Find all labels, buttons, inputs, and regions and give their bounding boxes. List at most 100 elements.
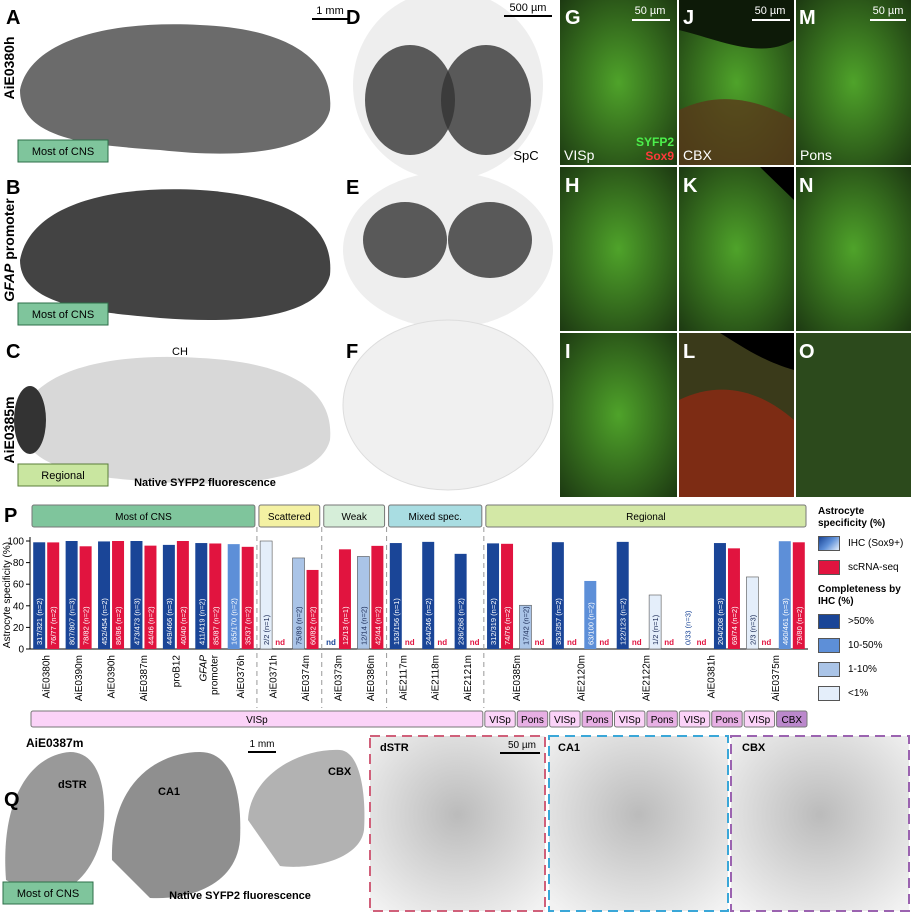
bar (501, 543, 514, 649)
region-label: Pons (651, 715, 674, 726)
region-label: Pons (586, 715, 609, 726)
bar (778, 541, 791, 649)
legend-item: IHC (Sox9+) (818, 536, 910, 551)
panel-letter: H (565, 175, 579, 197)
x-tick-label: AiE0375m (771, 655, 782, 701)
group-box (388, 504, 483, 528)
bar (338, 549, 351, 649)
bar (209, 543, 222, 649)
y-tick-label: 80 (13, 558, 25, 569)
bar (112, 541, 125, 649)
region-box (776, 710, 808, 728)
region-box (516, 710, 549, 728)
row-label: AiE0385m (1, 397, 17, 464)
panel-letter: I (565, 341, 571, 363)
bar (584, 580, 597, 649)
brain-images (14, 24, 331, 484)
nd-label: nd (632, 638, 642, 647)
region-box (549, 710, 581, 728)
region-box (614, 710, 646, 728)
panel-letter: F (346, 341, 358, 363)
bar (487, 543, 500, 649)
value-label: 460/461 (n=3) (781, 598, 790, 645)
value-label: 244/246 (n=2) (424, 598, 433, 645)
bar (227, 544, 240, 649)
y-axis-label: Astrocyte specificity (%) (2, 542, 13, 648)
x-tick-label: proB12 (171, 655, 182, 688)
region-label: dSTR (380, 742, 409, 754)
group-box (323, 504, 386, 528)
x-tick-label: AiE0385m (512, 655, 523, 701)
y-tick-label: 0 (18, 645, 24, 656)
tag: Most of CNS (17, 888, 79, 900)
legend-swatch (818, 638, 840, 653)
value-label: 79/80 (n=2) (795, 606, 804, 645)
region-label: dSTR (58, 779, 87, 791)
panel-letter: L (683, 341, 695, 363)
value-label: 411/419 (n=2) (197, 598, 206, 645)
region-label: CBX (328, 766, 352, 778)
bar (144, 545, 157, 649)
panel-letter: B (6, 177, 20, 199)
x-tick-label: AiE0371h (269, 655, 280, 698)
x-tick-label: AiE2122m (641, 655, 652, 701)
y-tick-label: 40 (13, 601, 25, 612)
scale-label: 50 µm (755, 5, 786, 17)
bar (616, 541, 629, 649)
nd-label: nd (437, 638, 447, 647)
legend: Astrocyte specificity (%) IHC (Sox9+) sc… (818, 506, 910, 710)
legend-item: scRNA-seq (818, 560, 910, 575)
bar (292, 557, 305, 650)
y-tick-label: 20 (13, 623, 25, 634)
region-label: VISp (619, 715, 641, 726)
legend-title: Completeness by IHC (%) (818, 584, 901, 607)
region-label: VISp (554, 715, 576, 726)
genotype: AiE0387m (26, 736, 83, 750)
nd-label: nd (405, 638, 415, 647)
region-label: CA1 (158, 786, 180, 798)
region-label: Pons (800, 147, 832, 163)
region-label: VISp (749, 715, 771, 726)
bar (47, 542, 60, 649)
bar (162, 544, 175, 649)
panel-letter: E (346, 177, 359, 199)
bar (746, 576, 759, 650)
value-label: 17/42 (n=2) (521, 606, 530, 645)
panel-letter: J (683, 7, 694, 29)
bar (259, 540, 273, 650)
caption: Native SYFP2 fluorescence (134, 477, 276, 489)
panel-letter: A (6, 7, 20, 29)
region-label: CBX (742, 742, 766, 754)
panel-letter: P (4, 505, 17, 527)
stain-label: SYFP2 (636, 135, 674, 149)
panel-letter: Q (4, 789, 20, 811)
value-label: 236/268 (n=2) (457, 598, 466, 645)
bar (33, 542, 46, 649)
legend-item: >50% (818, 614, 910, 629)
x-tick-label: AiE2120m (577, 655, 588, 701)
x-tick-label: AiE2121m (463, 655, 474, 701)
legend-swatch (818, 686, 840, 701)
legend-swatch (818, 662, 840, 677)
bar (241, 546, 254, 649)
group-label: Mixed spec. (409, 512, 462, 523)
nd-label: nd (470, 638, 480, 647)
value-label: 473/473 (n=3) (132, 598, 141, 645)
bar (357, 556, 370, 650)
region-label: SpC (513, 148, 538, 163)
spinal-images (342, 0, 554, 491)
scale-label: 1 mm (316, 5, 344, 17)
value-label: 204/208 (n=3) (716, 598, 725, 645)
legend-label: IHC (Sox9+) (848, 538, 904, 549)
bar (551, 542, 564, 649)
bar (306, 569, 319, 649)
nd-label: nd (567, 638, 577, 647)
tag: Most of CNS (32, 309, 94, 321)
x-tick-label: AiE2118m (431, 655, 442, 700)
value-label: 122/123 (n=2) (619, 598, 628, 645)
value-label: 69/74 (n=2) (730, 606, 739, 645)
bar (519, 604, 532, 650)
q-images (5, 735, 910, 912)
x-tick-label: AiE0390m (74, 655, 85, 701)
value-label: 353/357 (n=2) (554, 598, 563, 645)
